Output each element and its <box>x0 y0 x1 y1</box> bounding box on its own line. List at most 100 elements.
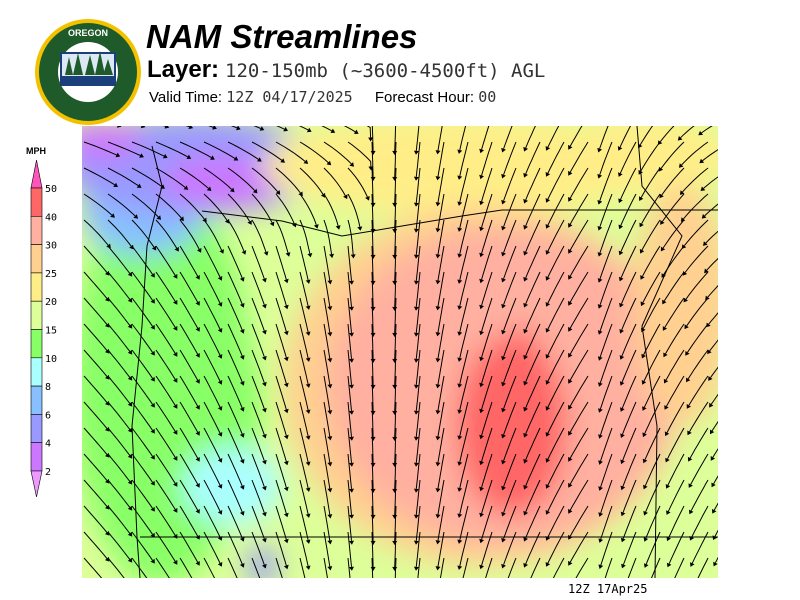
streamline-arrowhead <box>699 158 705 164</box>
streamline-arrowhead <box>708 376 713 381</box>
streamline-arrowhead <box>305 435 311 440</box>
streamline-arrowhead <box>457 331 463 336</box>
streamline-arrowhead <box>195 327 200 332</box>
streamline-arrowhead <box>479 434 484 440</box>
streamline-arrowhead <box>229 187 235 193</box>
streamline <box>503 219 517 253</box>
streamline-arrowhead <box>195 301 200 306</box>
streamline-arrowhead <box>479 382 484 388</box>
streamline-arrowhead <box>150 376 155 382</box>
streamline <box>641 219 661 251</box>
streamline-arrowhead <box>501 381 506 387</box>
streamline <box>437 401 445 437</box>
streamline-arrowhead <box>269 221 275 227</box>
streamline <box>251 505 265 539</box>
streamline-arrowhead <box>457 175 463 180</box>
streamline <box>415 193 421 229</box>
streamline-arrowhead <box>262 433 267 439</box>
streamline <box>298 126 309 131</box>
streamline-arrowhead <box>156 215 161 220</box>
streamline-arrowhead <box>241 250 247 255</box>
streamline-arrowhead <box>568 274 573 280</box>
streamline <box>371 245 374 282</box>
streamline-arrowhead <box>349 436 354 441</box>
streamline-arrowhead <box>217 562 223 567</box>
streamline <box>547 505 565 538</box>
streamline <box>107 349 131 378</box>
streamline <box>503 479 517 513</box>
streamline-arrowhead <box>501 433 506 439</box>
streamline-arrowhead <box>642 432 647 438</box>
streamline <box>203 375 221 408</box>
streamline <box>179 401 199 433</box>
streamline <box>347 531 352 567</box>
streamline-arrowhead <box>217 406 223 411</box>
streamline <box>107 375 131 404</box>
streamline <box>155 453 176 484</box>
streamline <box>707 285 718 298</box>
streamline-arrowhead <box>262 485 267 491</box>
streamline <box>569 141 589 173</box>
streamline-arrowhead <box>568 170 573 176</box>
streamline-arrowhead <box>666 562 672 568</box>
streamline-arrowhead <box>262 407 267 413</box>
streamline-arrowhead <box>127 401 133 407</box>
streamline <box>347 141 372 167</box>
streamline <box>459 453 469 489</box>
streamline <box>437 245 445 281</box>
colorbar-segment <box>30 272 43 302</box>
streamline-arrowhead <box>617 146 623 151</box>
streamline-arrowhead <box>313 224 319 229</box>
streamline-arrowhead <box>164 126 170 129</box>
streamline-arrowhead <box>305 539 311 544</box>
streamline-arrowhead <box>217 536 223 541</box>
streamline-arrowhead <box>523 276 528 282</box>
streamline <box>83 401 108 429</box>
streamline <box>323 297 331 333</box>
streamline-arrowhead <box>568 248 573 254</box>
streamline-arrowhead <box>305 513 311 518</box>
streamline <box>203 271 221 304</box>
streamline-arrowhead <box>435 176 441 181</box>
streamline <box>323 375 331 411</box>
streamline-arrowhead <box>186 154 192 159</box>
streamline <box>131 375 153 405</box>
streamline <box>299 531 309 567</box>
streamline <box>659 126 675 143</box>
streamline <box>459 375 469 411</box>
streamline-arrowhead <box>710 456 715 461</box>
streamline-arrowhead <box>597 174 603 179</box>
streamline-arrowhead <box>353 129 359 134</box>
streamline <box>569 375 589 407</box>
streamline <box>299 141 329 163</box>
streamline-arrowhead <box>283 126 288 132</box>
streamline <box>371 531 374 568</box>
streamline <box>415 141 421 177</box>
streamline <box>251 427 265 461</box>
streamline <box>107 453 131 482</box>
streamline <box>227 167 256 191</box>
streamline <box>640 141 661 172</box>
streamline <box>155 531 176 562</box>
streamline-arrowhead <box>687 456 693 462</box>
streamline <box>179 271 199 303</box>
layer-line: Layer: 120-150mb (~3600-4500ft) AGL <box>147 56 545 84</box>
streamline <box>179 427 199 459</box>
streamline <box>299 505 309 541</box>
streamline-arrowhead <box>545 276 551 281</box>
streamline <box>155 141 188 158</box>
streamline <box>366 126 372 138</box>
streamline <box>155 167 186 188</box>
streamline <box>179 141 212 159</box>
streamline-arrowhead <box>239 485 245 490</box>
streamline <box>275 531 287 566</box>
streamline <box>525 193 541 227</box>
streamline-arrowhead <box>545 328 551 333</box>
streamline <box>155 323 176 354</box>
streamline-arrowhead <box>291 222 297 228</box>
streamline <box>459 349 469 385</box>
streamline-arrowhead <box>413 254 419 259</box>
streamline <box>299 479 309 515</box>
streamline-arrowhead <box>349 280 354 285</box>
streamline-arrowhead <box>523 536 528 542</box>
